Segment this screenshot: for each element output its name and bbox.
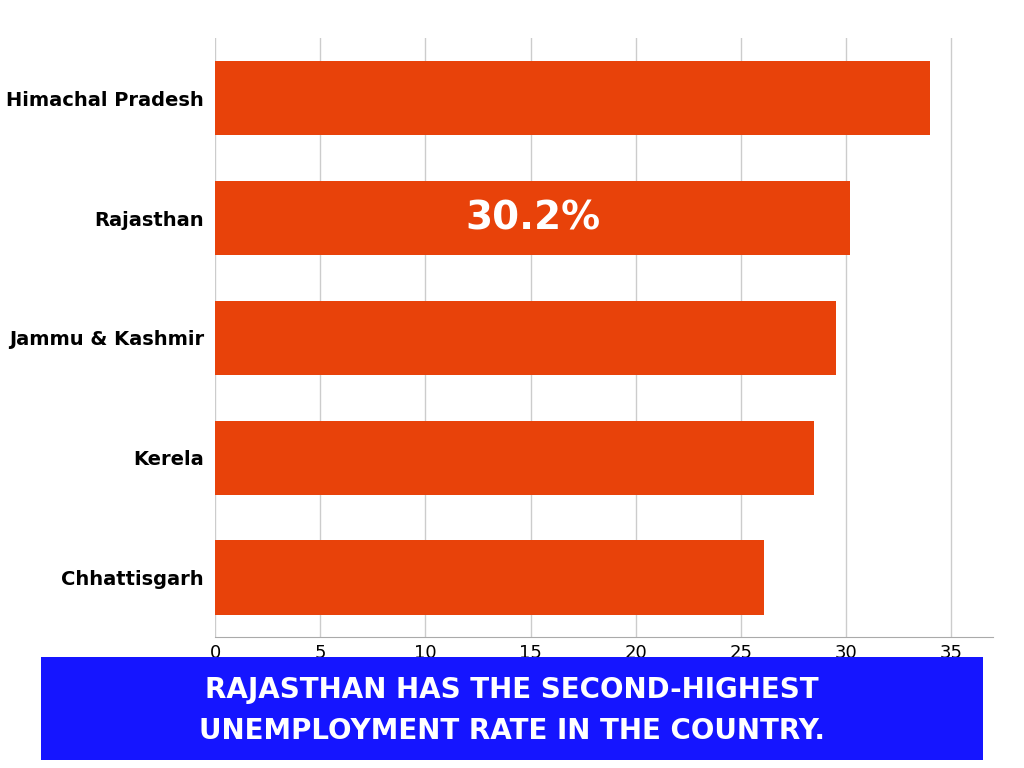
Bar: [215, 541, 764, 614]
Bar: [215, 421, 814, 495]
Text: 30.2%: 30.2%: [465, 199, 600, 237]
Text: UNEMPLOYMENT RATE IN THE COUNTRY.: UNEMPLOYMENT RATE IN THE COUNTRY.: [199, 717, 825, 745]
Bar: [215, 301, 836, 375]
Bar: [215, 181, 850, 255]
Text: RAJASTHAN HAS THE SECOND-HIGHEST: RAJASTHAN HAS THE SECOND-HIGHEST: [205, 676, 819, 703]
Bar: [215, 61, 930, 135]
